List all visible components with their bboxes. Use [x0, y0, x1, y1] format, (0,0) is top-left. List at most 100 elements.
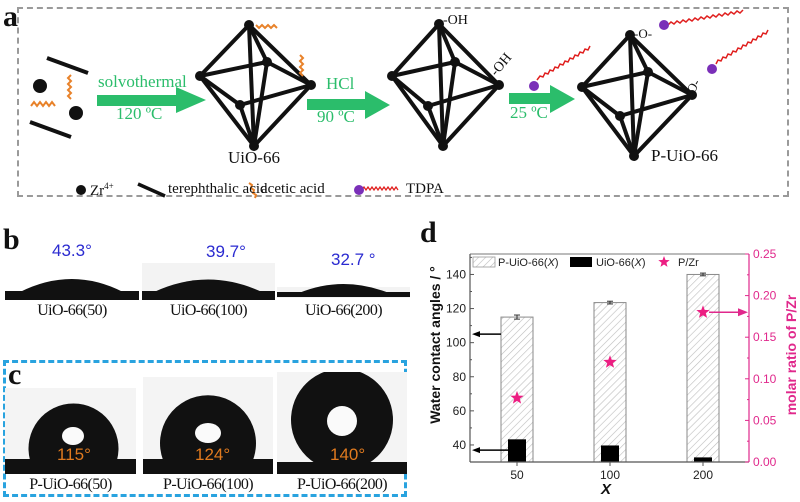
- legend-label-uio66: UiO-66(X): [596, 257, 646, 269]
- bar-p-uio66: [593, 302, 627, 463]
- bar-p-uio66: [686, 273, 720, 463]
- terephthalic-acid-line-icon: [137, 182, 166, 198]
- bar-uio66: [601, 445, 619, 462]
- left-axis-arrowhead: [472, 331, 480, 338]
- uio66-label: UiO-66: [228, 148, 280, 167]
- pz-star-marker: [696, 305, 710, 318]
- droplet-shape: [142, 279, 275, 300]
- x-tick-label: 200: [693, 468, 713, 482]
- pz-star-marker: [510, 390, 524, 404]
- terephthalic-acid-line-icon: [46, 56, 89, 75]
- y-axis-label: Water contact angles / °: [427, 266, 443, 424]
- legend-terephthalic-acid-label: terephthalic acid: [168, 181, 268, 197]
- synthesis-scheme: [29, 9, 769, 199]
- left-axis-arrowhead: [472, 447, 480, 454]
- legend-label-pz: P/Zr: [678, 257, 699, 269]
- panel-d-label: d: [420, 216, 437, 249]
- y-tick-label: 140: [446, 267, 466, 281]
- legend-swatch-uio66: [570, 257, 592, 267]
- droplet-shape: [5, 279, 139, 300]
- droplet-shape: [277, 284, 410, 297]
- oxygen-link-label-top: -O-: [634, 26, 653, 41]
- legend-paren: ): [642, 257, 646, 269]
- y2-tick-label: 0.00: [753, 455, 777, 469]
- panel-b-label: b: [3, 223, 20, 256]
- legend-acetic-acid-label: acetic acid: [261, 181, 325, 197]
- arrow-solvothermal: [97, 87, 206, 113]
- legend-italic-x: X: [547, 257, 556, 269]
- panel-c-label: c: [8, 358, 22, 391]
- chart-legend: P-UiO-66(X) UiO-66(X) P/Zr: [472, 256, 699, 269]
- caption-p-uio66-50: P-UiO-66(50): [29, 476, 112, 493]
- y-tick-label: 120: [446, 302, 466, 316]
- pz-star-marker: [603, 355, 617, 368]
- bar-p-uio66: [500, 316, 534, 463]
- y2-tick-label: 0.20: [753, 289, 777, 303]
- y2-tick-label: 0.25: [753, 247, 777, 261]
- caption-uio66-50: UiO-66(50): [37, 302, 107, 319]
- zr-sphere-icon: [76, 185, 86, 195]
- legend-paren: ): [555, 257, 559, 269]
- legend-star-icon: [658, 256, 670, 267]
- reactants-cluster: [29, 56, 89, 139]
- acetic-acid-squiggle-icon: [298, 54, 305, 77]
- caption-p-uio66-200: P-UiO-66(200): [297, 476, 388, 493]
- bar-uio66: [694, 457, 712, 462]
- angle-label-p-uio66-100: 124°: [195, 445, 231, 464]
- y-tick-label: 40: [453, 438, 467, 452]
- angle-label-p-uio66-50: 115°: [57, 445, 91, 464]
- caption-uio66-100: UiO-66(100): [170, 302, 248, 319]
- step1-condition-bottom: 120 ºC: [116, 104, 163, 123]
- droplet-image-p-uio66-200: [277, 372, 407, 474]
- p-uio66-label: P-UiO-66: [651, 146, 719, 165]
- panel-a-border: [17, 7, 789, 197]
- step2-condition-bottom: 90 ºC: [317, 107, 355, 126]
- droplet-image-uio66-100: [142, 263, 275, 300]
- angle-label-uio66-100: 39.7°: [206, 242, 246, 261]
- angle-label-p-uio66-200: 140°: [330, 445, 366, 464]
- p-uio66-octahedron: [577, 30, 697, 161]
- grafted-tdpa-2: [707, 29, 769, 74]
- zr-sphere-icon: [69, 106, 83, 120]
- droplet-image-uio66-50: [5, 268, 139, 300]
- grafted-tdpa-1: [659, 9, 744, 30]
- free-tdpa-molecule: [529, 45, 591, 91]
- acetic-acid-squiggle-icon: [66, 74, 73, 100]
- hydroxyl-label-top: -OH: [443, 13, 468, 28]
- tdpa-chain-icon: [354, 185, 399, 195]
- zr-sphere-icon: [33, 79, 47, 93]
- droplet-image-uio66-200: [277, 284, 410, 298]
- right-axis-arrowhead: [738, 308, 748, 317]
- legend-label-p-uio66: P-UiO-66(X): [498, 257, 559, 269]
- droplet-image-p-uio66-100: [143, 377, 273, 474]
- caption-p-uio66-100: P-UiO-66(100): [163, 476, 254, 493]
- droplet-shape: [143, 395, 273, 474]
- acetic-acid-squiggle-icon: [248, 182, 258, 199]
- bar-uio66: [508, 439, 526, 462]
- legend-zr-text: Zr: [90, 183, 105, 199]
- y2-tick-label: 0.10: [753, 372, 777, 386]
- panel-a-label: a: [3, 0, 18, 33]
- y2-tick-label: 0.05: [753, 413, 777, 427]
- uio66-octahedron: [195, 20, 316, 151]
- droplet-image-p-uio66-50: [5, 388, 136, 474]
- angle-label-uio66-200: 32.7 °: [331, 250, 376, 269]
- legend-tdpa-label: TDPA: [406, 181, 444, 197]
- x-axis-label: X: [601, 481, 612, 498]
- y-tick-label: 100: [446, 336, 466, 350]
- step2-condition-top: HCl: [326, 74, 355, 93]
- arrow-hcl: [307, 91, 390, 119]
- y-tick-label: 60: [453, 404, 467, 418]
- arrow-25c: [509, 85, 575, 113]
- legend-zr-superscript: 4+: [104, 181, 114, 191]
- step3-condition-bottom: 25 ºC: [510, 103, 548, 122]
- droplet-shape: [277, 372, 407, 474]
- droplet-shape: [5, 403, 136, 474]
- acetic-acid-squiggle-icon: [255, 23, 278, 30]
- y2-axis-label: molar ratio of P/Zr: [783, 294, 799, 416]
- y-tick-label: 80: [453, 370, 467, 384]
- x-tick-label: 50: [510, 468, 524, 482]
- y2-tick-label: 0.15: [753, 330, 777, 344]
- caption-uio66-200: UiO-66(200): [305, 302, 383, 319]
